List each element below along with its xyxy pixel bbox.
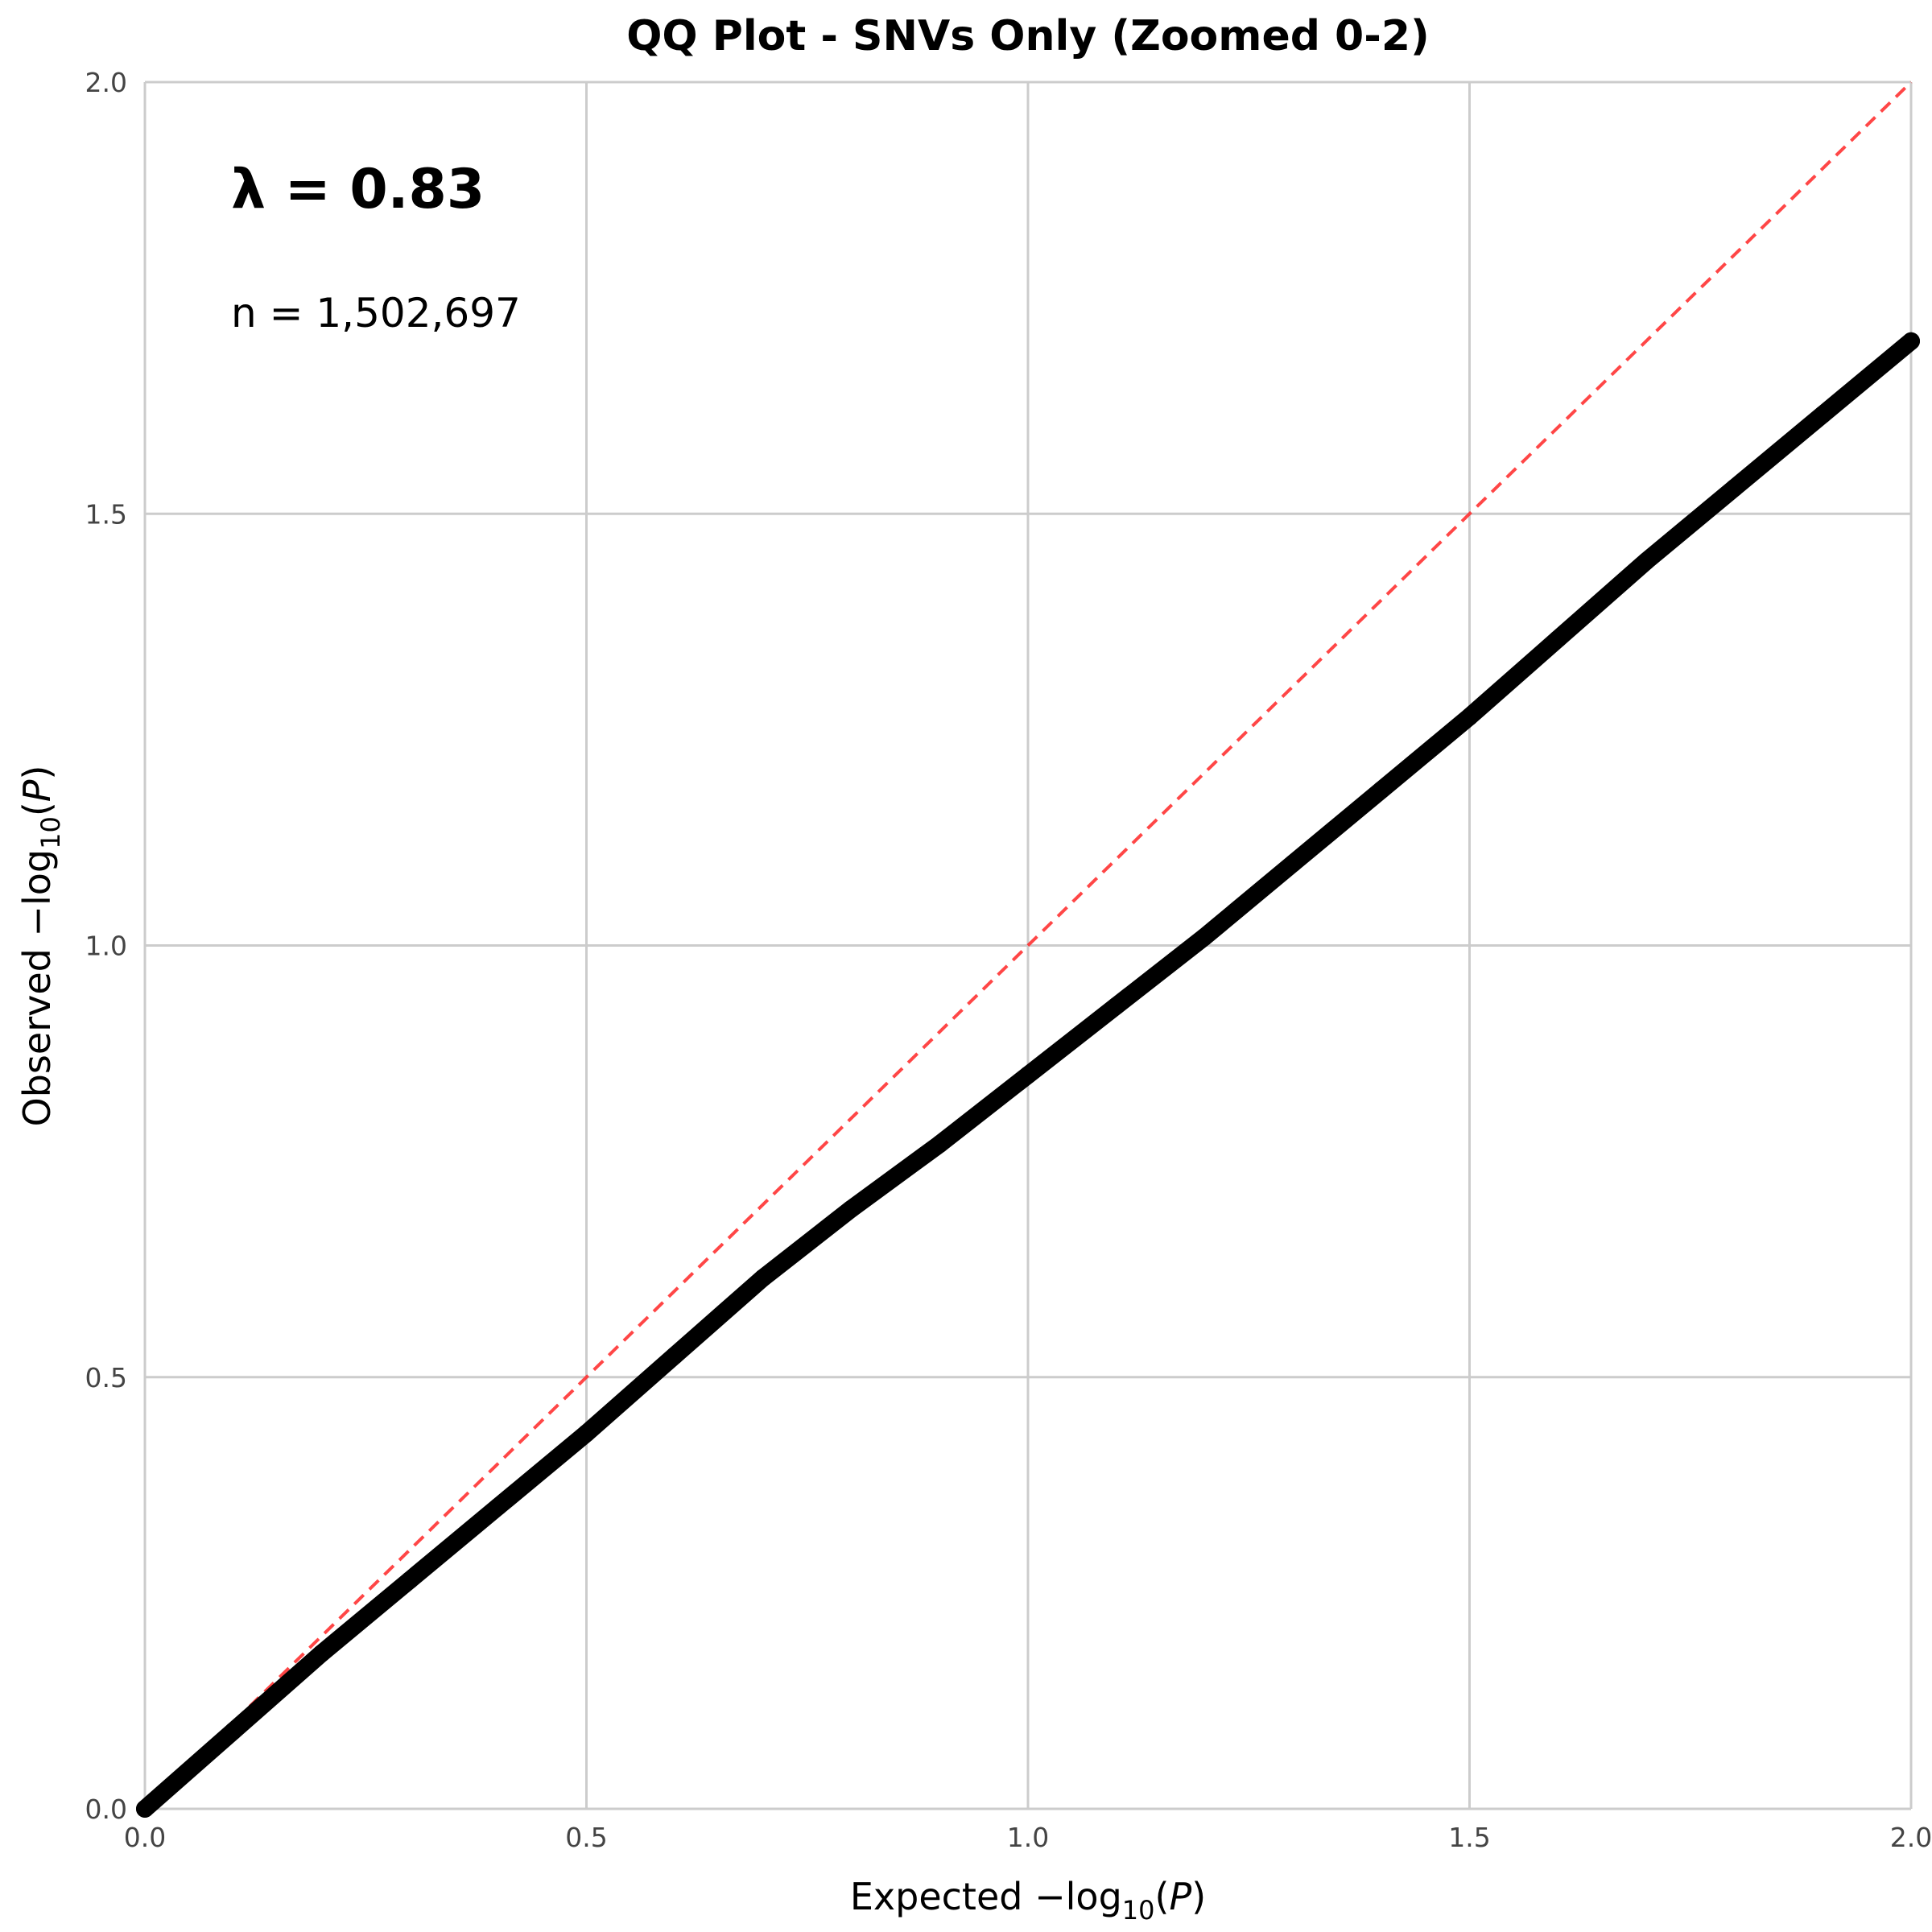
y-axis-label-prefix: Observed	[15, 937, 59, 1127]
x-axis-label-log: log	[1066, 1875, 1122, 1918]
qq-point	[753, 1269, 772, 1287]
x-axis-label-sub: 10	[1122, 1895, 1155, 1926]
y-axis-label-open: (	[15, 802, 59, 816]
qq-point	[842, 1199, 861, 1218]
qq-point	[489, 1497, 507, 1516]
plot-frame	[144, 82, 1911, 1810]
qq-point	[577, 1424, 596, 1443]
qq-point	[224, 1722, 242, 1740]
qq-points	[136, 332, 1920, 1818]
y-tick-label: 1.0	[85, 931, 127, 962]
y-axis-label-close: )	[15, 766, 59, 780]
y-tick-labels: 0.0 0.5 1.0 1.5 2.0	[85, 67, 127, 1825]
qq-point	[666, 1346, 684, 1364]
y-axis-label-var: P	[15, 779, 59, 802]
y-tick-label: 2.0	[85, 67, 127, 98]
x-axis-label: Expected −log10(P)	[850, 1875, 1206, 1926]
qq-point	[1284, 854, 1302, 873]
qq-point	[1460, 708, 1479, 726]
chart-title: QQ Plot - SNVs Only (Zoomed 0-2)	[626, 12, 1430, 60]
qq-point	[1814, 405, 1832, 423]
qq-point	[1902, 332, 1920, 350]
x-tick-label: 1.0	[1007, 1822, 1049, 1853]
x-axis-label-prefix: Expected	[850, 1875, 1034, 1918]
y-axis-label-minus: −	[15, 906, 59, 937]
y-tick-label: 0.0	[85, 1794, 127, 1825]
x-axis-label-close: )	[1191, 1875, 1206, 1918]
x-tick-label: 0.5	[565, 1822, 607, 1853]
qq-point	[1019, 1066, 1037, 1084]
y-tick-label: 0.5	[85, 1362, 127, 1393]
y-axis-label: Observed −log10(P)	[15, 766, 66, 1127]
qq-point	[1107, 997, 1125, 1015]
y-axis-label-log: log	[15, 849, 59, 906]
qq-point	[312, 1644, 331, 1662]
x-axis-label-var: P	[1169, 1875, 1191, 1918]
sample-size-annotation: n = 1,502,697	[231, 290, 521, 336]
qq-point	[1725, 479, 1744, 497]
qq-point	[136, 1800, 154, 1818]
reference-line	[143, 80, 1913, 1810]
qq-point	[1549, 630, 1567, 648]
y-axis-label-sub: 10	[35, 816, 66, 849]
qq-point	[931, 1135, 949, 1154]
qq-point	[1372, 781, 1390, 799]
x-tick-label: 2.0	[1890, 1822, 1932, 1853]
y-tick-label: 1.5	[85, 498, 127, 530]
lambda-annotation: λ = 0.83	[231, 158, 485, 221]
x-tick-label: 1.5	[1448, 1822, 1490, 1853]
qq-point	[1195, 927, 1214, 946]
x-tick-labels: 0.0 0.5 1.0 1.5 2.0	[124, 1822, 1932, 1853]
x-axis-label-minus: −	[1034, 1875, 1066, 1918]
x-tick-label: 0.0	[124, 1822, 166, 1853]
reference-line-group	[143, 80, 1913, 1810]
qq-point	[401, 1571, 419, 1589]
x-axis-label-open: (	[1154, 1875, 1169, 1918]
qq-point	[1637, 552, 1655, 571]
